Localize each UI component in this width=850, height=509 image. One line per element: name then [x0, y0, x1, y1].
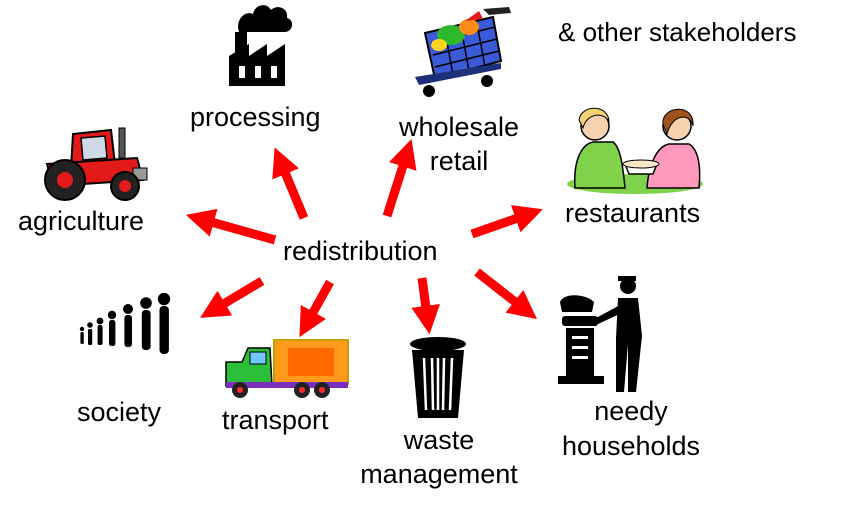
center-label: redistribution — [283, 236, 438, 266]
arrow-to-society — [200, 277, 265, 318]
label-retail: retail — [429, 146, 489, 176]
label-needy: needy — [594, 396, 668, 426]
stakeholders-note: & other stakeholders — [558, 17, 797, 47]
label-wholesale: wholesale — [398, 112, 520, 142]
arrow-to-agriculture — [185, 208, 277, 245]
tractor-icon — [44, 127, 148, 201]
diners-icon — [567, 107, 703, 194]
label-society: society — [77, 397, 162, 427]
label-processing: processing — [190, 102, 321, 132]
people-icon — [79, 293, 171, 354]
trash-can-icon — [410, 337, 466, 418]
arrow-to-waste — [411, 277, 440, 335]
arrow-to-restaurants — [470, 205, 543, 239]
shopping-cart-icon — [415, 7, 511, 97]
factory-icon — [229, 5, 293, 86]
arrow-to-processing — [272, 147, 309, 220]
label-agriculture: agriculture — [18, 206, 145, 236]
label-households: households — [561, 431, 701, 461]
label-transport: transport — [222, 405, 329, 435]
label-restaurants: restaurants — [565, 198, 701, 228]
arrow-to-wholesale — [382, 139, 417, 218]
label-waste: waste — [403, 425, 475, 455]
person-grill-icon — [558, 276, 642, 392]
truck-icon — [225, 339, 349, 398]
arrow-to-households — [474, 268, 538, 320]
label-management: management — [360, 459, 518, 489]
arrow-to-transport — [299, 279, 334, 338]
